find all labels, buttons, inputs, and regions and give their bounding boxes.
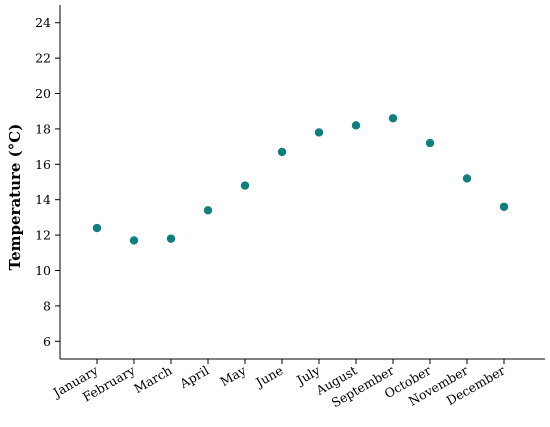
data-point xyxy=(92,223,102,233)
data-point xyxy=(425,138,435,148)
plot-area xyxy=(59,5,545,360)
y-tick-label: 8 xyxy=(43,298,51,313)
y-tick-label: 12 xyxy=(35,228,51,243)
data-point xyxy=(240,181,250,190)
data-point xyxy=(203,206,213,215)
y-tick-label: 20 xyxy=(35,86,51,101)
data-point xyxy=(166,234,176,243)
y-ticks: 6 8 10 12 14 16 18 20 22 24 xyxy=(35,15,60,349)
data-point xyxy=(351,121,361,130)
data-point xyxy=(388,114,398,123)
data-point xyxy=(277,147,287,157)
data-point xyxy=(129,236,139,245)
y-tick-label: 14 xyxy=(35,192,51,207)
data-point xyxy=(314,128,324,137)
data-point xyxy=(499,202,509,211)
y-tick-label: 6 xyxy=(43,334,51,349)
x-tick-label: June xyxy=(252,363,286,391)
data-point xyxy=(462,174,472,183)
y-tick-label: 10 xyxy=(35,263,51,278)
x-tick-label: April xyxy=(176,363,211,392)
x-tick-label: March xyxy=(131,363,174,397)
y-axis-title: Temperature (°C) xyxy=(6,124,24,271)
y-tick-label: 24 xyxy=(35,15,51,30)
data-points xyxy=(92,114,509,245)
y-tick-label: 16 xyxy=(35,157,51,172)
x-tick-label: May xyxy=(217,362,249,389)
y-tick-label: 18 xyxy=(35,121,51,136)
y-tick-label: 22 xyxy=(35,51,51,66)
